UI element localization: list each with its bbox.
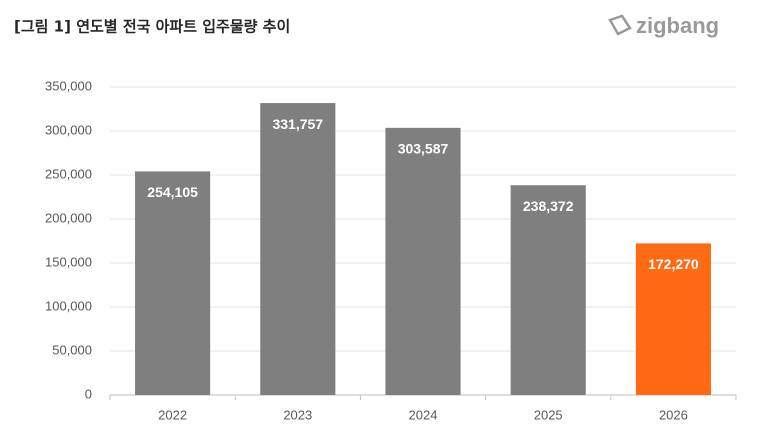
- y-tick-label: 50,000: [52, 342, 92, 357]
- y-tick-label: 150,000: [45, 254, 92, 269]
- y-tick-label: 350,000: [45, 78, 92, 93]
- y-tick-label: 0: [85, 386, 92, 401]
- bar: [510, 185, 586, 395]
- y-tick-label: 100,000: [45, 298, 92, 313]
- data-label: 331,757: [272, 116, 323, 132]
- bar: [135, 171, 211, 395]
- data-label: 303,587: [398, 141, 449, 157]
- x-tick-label: 2023: [283, 407, 312, 422]
- data-label: 172,270: [648, 256, 699, 272]
- y-tick-label: 250,000: [45, 166, 92, 181]
- bar: [635, 243, 711, 395]
- x-tick-label: 2024: [409, 407, 438, 422]
- x-tick-label: 2025: [534, 407, 563, 422]
- y-tick-label: 300,000: [45, 122, 92, 137]
- y-tick-label: 200,000: [45, 210, 92, 225]
- chart-title: [그림 1] 연도별 전국 아파트 입주물량 추이: [14, 18, 290, 36]
- logo-icon: [608, 14, 632, 36]
- data-label: 254,105: [147, 184, 198, 200]
- bar: [385, 127, 461, 395]
- bar: [260, 103, 336, 396]
- x-tick-label: 2026: [659, 407, 688, 422]
- x-tick-label: 2022: [158, 407, 187, 422]
- logo: zigbang: [636, 13, 719, 38]
- data-label: 238,372: [523, 198, 574, 214]
